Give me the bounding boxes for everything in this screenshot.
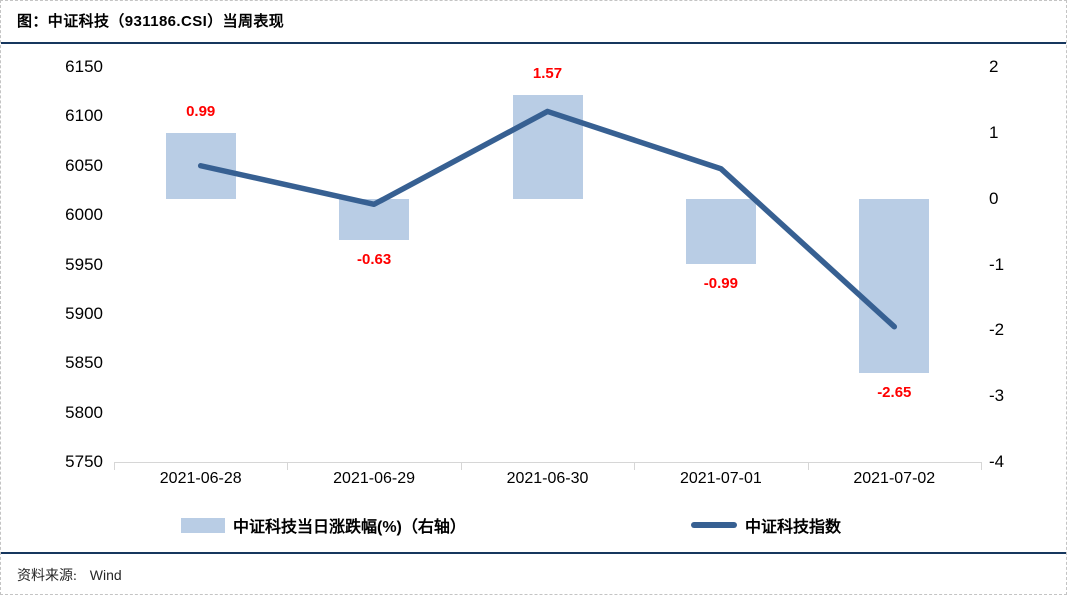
legend-item-line-series: 中证科技指数 bbox=[691, 512, 841, 538]
x-axis-category-label: 2021-07-01 bbox=[679, 470, 762, 487]
left-axis-tick-label: 6100 bbox=[65, 106, 103, 126]
footer-divider bbox=[1, 552, 1066, 554]
right-axis-tick-label: -4 bbox=[989, 452, 1005, 471]
x-axis-category-label: 2021-06-29 bbox=[333, 470, 415, 487]
bar-value-label: 1.57 bbox=[532, 65, 563, 83]
daily-change-bar bbox=[859, 198, 930, 374]
bar-series-swatch bbox=[181, 517, 225, 533]
bar-value-label: -0.99 bbox=[703, 274, 738, 292]
x-axis-tick bbox=[460, 462, 462, 470]
x-axis-category-label: 2021-06-30 bbox=[506, 470, 589, 487]
x-axis-tick bbox=[287, 462, 289, 470]
daily-change-bar bbox=[165, 133, 236, 199]
left-axis-tick-label: 5850 bbox=[65, 353, 103, 373]
bar-value-label: -2.65 bbox=[877, 384, 912, 402]
left-axis-tick-label: 5950 bbox=[65, 254, 103, 274]
right-axis-tick-label: -1 bbox=[989, 254, 1005, 274]
daily-change-bar bbox=[512, 95, 583, 199]
x-axis-tick bbox=[634, 462, 636, 470]
left-axis-tick-label: 6150 bbox=[65, 57, 103, 76]
left-axis-tick-label: 6050 bbox=[65, 155, 103, 175]
bar-value-label: 0.99 bbox=[186, 103, 216, 121]
daily-change-bar bbox=[685, 198, 756, 264]
line-series-swatch bbox=[691, 522, 737, 528]
x-axis-tick bbox=[807, 462, 809, 470]
right-axis-tick-label: -2 bbox=[989, 320, 1005, 340]
title-divider bbox=[1, 42, 1066, 44]
source-value: Wind bbox=[89, 567, 122, 583]
source-note: 资料来源: Wind bbox=[17, 565, 122, 585]
source-label: 资料来源: bbox=[17, 569, 77, 584]
x-axis-category-label: 2021-06-28 bbox=[159, 470, 242, 487]
chart-title: 图：中证科技（931186.CSI）当周表现 bbox=[17, 13, 285, 30]
right-axis-tick-label: 1 bbox=[989, 122, 999, 142]
left-axis-tick-label: 5900 bbox=[65, 303, 103, 323]
left-axis-tick-label: 5750 bbox=[65, 452, 103, 471]
x-axis-tick bbox=[981, 462, 982, 470]
daily-change-bar bbox=[339, 198, 410, 241]
x-axis-line bbox=[114, 462, 981, 463]
legend-label-bar-series: 中证科技当日涨跌幅(%)（右轴） bbox=[233, 519, 466, 536]
x-axis-category-label: 2021-07-02 bbox=[853, 470, 936, 487]
legend-item-bar-series: 中证科技当日涨跌幅(%)（右轴） bbox=[181, 512, 466, 538]
left-axis-tick-label: 6000 bbox=[65, 205, 103, 225]
right-axis-tick-label: -3 bbox=[989, 386, 1005, 406]
right-axis-tick-label: 0 bbox=[989, 188, 999, 208]
bar-value-label: -0.63 bbox=[356, 251, 392, 269]
right-axis-tick-label: 2 bbox=[989, 57, 999, 76]
x-axis-tick bbox=[114, 462, 115, 470]
legend-label-line-series: 中证科技指数 bbox=[745, 519, 842, 536]
left-axis-tick-label: 5800 bbox=[65, 402, 103, 422]
